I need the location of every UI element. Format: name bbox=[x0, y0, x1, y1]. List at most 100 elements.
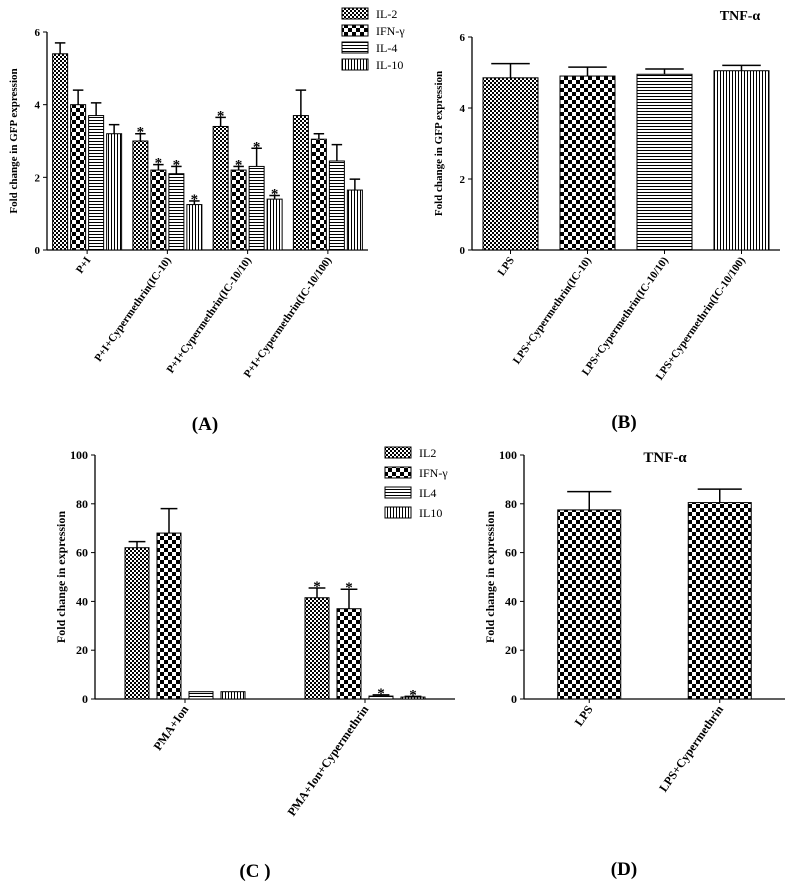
y-tick-label: 80 bbox=[76, 497, 88, 511]
legend-label: IL4 bbox=[419, 486, 436, 500]
y-tick-label: 80 bbox=[505, 497, 517, 511]
panel-b-chart: 0 2 4 6 Fold change in GFP expression TNF-α LP… bbox=[433, 9, 780, 382]
bar bbox=[336, 608, 362, 700]
legend-swatch bbox=[384, 446, 412, 459]
y-tick-label: 0 bbox=[460, 245, 466, 257]
panel-label-a: (A) bbox=[192, 414, 218, 435]
legend-label: IFN-γ bbox=[376, 24, 405, 38]
x-tick-label: P+I bbox=[74, 255, 94, 276]
x-tick-label: P+I+Cypermethrin(IC-10/100) bbox=[242, 255, 335, 381]
bar bbox=[70, 104, 87, 251]
legend-label: IL2 bbox=[419, 446, 436, 460]
significance-star: * bbox=[271, 187, 279, 203]
legend-swatch bbox=[341, 58, 369, 71]
bar bbox=[482, 77, 539, 251]
y-tick-label: 20 bbox=[76, 643, 88, 657]
bar bbox=[230, 169, 247, 251]
bar bbox=[220, 691, 246, 700]
y-axis-label: Fold change in GFP expression bbox=[8, 68, 20, 213]
legend-swatch bbox=[384, 486, 412, 499]
y-tick-label: 60 bbox=[76, 546, 88, 560]
bar bbox=[212, 125, 229, 251]
y-tick-label: 40 bbox=[76, 594, 88, 608]
significance-star: * bbox=[377, 686, 385, 702]
bar bbox=[636, 73, 693, 251]
bar bbox=[328, 160, 345, 251]
legend-label: IL-4 bbox=[376, 41, 397, 55]
x-tick-label: LPS bbox=[572, 702, 596, 728]
bar bbox=[292, 115, 309, 251]
panel-c-chart: 0 20 40 60 80 100 Fold change in expression PMA… bbox=[54, 446, 455, 819]
y-tick-label: 100 bbox=[70, 448, 88, 462]
y-tick-label: 0 bbox=[82, 692, 88, 706]
legend-swatch bbox=[341, 41, 369, 54]
bar bbox=[559, 75, 616, 251]
x-tick-label: LPS+Cypermethrin(IC-10/100) bbox=[654, 255, 749, 383]
bar bbox=[52, 53, 69, 251]
y-tick-label: 40 bbox=[505, 594, 517, 608]
y-tick-label: 6 bbox=[35, 27, 41, 39]
x-tick-label: LPS+Cypermethrin bbox=[656, 702, 726, 794]
x-tick-label: PMA+Ion+Cypermethrin bbox=[284, 702, 371, 818]
bar bbox=[346, 189, 363, 251]
bar bbox=[88, 115, 105, 251]
significance-star: * bbox=[409, 687, 417, 703]
panel-d-chart: 0 20 40 60 80 100 Fold change in expression TNF… bbox=[483, 448, 785, 794]
bar bbox=[557, 509, 622, 700]
significance-star: * bbox=[155, 156, 163, 172]
bar bbox=[687, 502, 752, 700]
significance-star: * bbox=[313, 579, 321, 595]
y-tick-label: 60 bbox=[505, 546, 517, 560]
legend-label: IL10 bbox=[419, 506, 442, 520]
chart-title: TNF-α bbox=[643, 450, 687, 466]
y-tick-label: 6 bbox=[460, 32, 466, 44]
x-tick-label: LPS+Cypermethrin(IC-10) bbox=[511, 255, 594, 367]
bar bbox=[248, 165, 265, 251]
significance-star: * bbox=[253, 139, 261, 155]
x-tick-label: LPS+Cypermethrin(IC-10/10) bbox=[580, 255, 671, 378]
bar bbox=[188, 691, 214, 700]
bar bbox=[304, 597, 330, 700]
legend-swatch bbox=[384, 466, 412, 479]
y-tick-label: 4 bbox=[35, 100, 41, 112]
legend-swatch bbox=[384, 506, 412, 519]
y-tick-label: 0 bbox=[35, 245, 41, 257]
x-tick-label: LPS bbox=[496, 255, 517, 278]
x-tick-label: P+I+Cypermethrin(IC-10/10) bbox=[165, 255, 255, 376]
bar bbox=[150, 169, 167, 251]
bar bbox=[266, 198, 283, 251]
legend-swatch bbox=[341, 24, 369, 37]
y-axis-label: Fold change in GFP expression bbox=[433, 71, 445, 216]
significance-star: * bbox=[191, 192, 199, 208]
y-axis-label: Fold change in expression bbox=[54, 511, 68, 643]
y-axis-label: Fold change in expression bbox=[483, 511, 497, 643]
bar bbox=[186, 204, 203, 251]
bar bbox=[124, 547, 150, 700]
significance-star: * bbox=[137, 125, 145, 141]
bar bbox=[168, 173, 185, 251]
legend-label: IL-10 bbox=[376, 58, 403, 72]
y-tick-label: 100 bbox=[499, 448, 517, 462]
significance-star: * bbox=[235, 157, 243, 173]
y-tick-label: 2 bbox=[35, 172, 41, 184]
y-tick-label: 20 bbox=[505, 643, 517, 657]
bar bbox=[106, 133, 123, 251]
x-tick-label: P+I+Cypermethrin(IC-10) bbox=[92, 255, 174, 365]
bar bbox=[156, 532, 182, 700]
bar bbox=[310, 138, 327, 251]
y-tick-label: 0 bbox=[511, 692, 517, 706]
legend-label: IFN-γ bbox=[419, 466, 448, 480]
y-tick-label: 4 bbox=[460, 103, 466, 115]
panel-label-d: (D) bbox=[611, 859, 637, 880]
significance-star: * bbox=[345, 580, 353, 596]
x-tick-label: PMA+Ion bbox=[150, 702, 191, 752]
chart-title: TNF-α bbox=[720, 9, 761, 24]
panel-label-b: (B) bbox=[611, 412, 636, 433]
legend-label: IL-2 bbox=[376, 7, 397, 21]
significance-star: * bbox=[173, 157, 181, 173]
significance-star: * bbox=[217, 108, 225, 124]
y-tick-label: 2 bbox=[460, 174, 466, 186]
bar bbox=[713, 70, 770, 251]
